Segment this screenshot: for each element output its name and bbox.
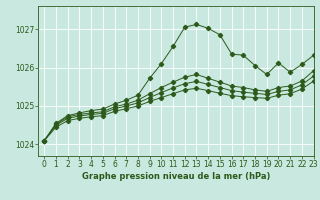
X-axis label: Graphe pression niveau de la mer (hPa): Graphe pression niveau de la mer (hPa) <box>82 172 270 181</box>
